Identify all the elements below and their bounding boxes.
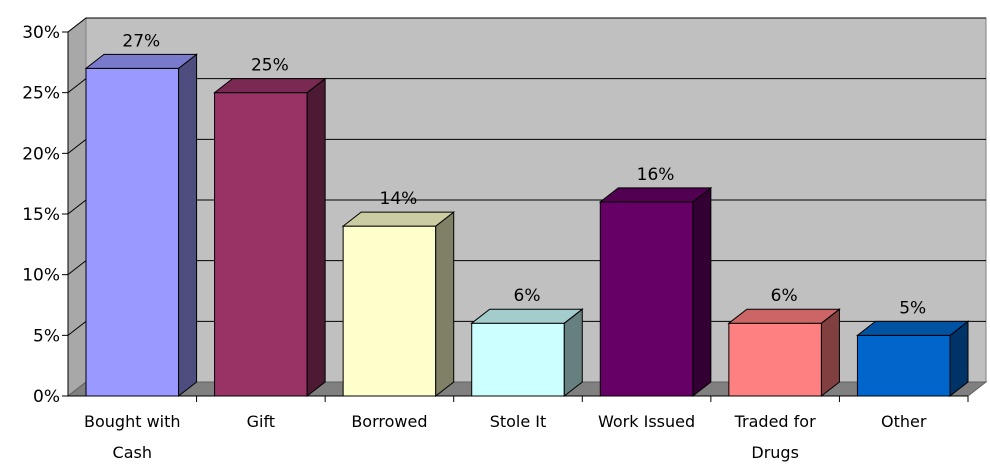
x-category-label: Cash: [113, 443, 152, 462]
gridline: [67, 17, 986, 33]
bar: [342, 225, 437, 397]
data-label: 25%: [251, 56, 289, 76]
x-category-label: Other: [881, 412, 927, 431]
bar: [85, 67, 180, 397]
bar-top: [855, 320, 970, 336]
y-tick-label: 20%: [22, 144, 60, 164]
bar-side: [692, 186, 712, 398]
bar-side: [178, 53, 198, 398]
y-tick-label: 30%: [22, 23, 60, 43]
bar-top: [213, 78, 327, 94]
y-tick-label: 5%: [33, 326, 60, 346]
bar-side: [563, 308, 583, 398]
bar-top: [470, 308, 584, 324]
bar-side: [820, 308, 840, 398]
data-label: 6%: [514, 286, 541, 306]
data-label: 16%: [637, 165, 675, 185]
bar: [728, 322, 822, 397]
x-category-label: Work Issued: [598, 412, 695, 431]
x-category-label: Bought with: [84, 412, 181, 431]
x-category-label: Traded for: [734, 412, 816, 431]
x-category-label: Stole It: [490, 412, 547, 431]
bar: [471, 322, 565, 397]
bar: [599, 201, 694, 397]
bar-side: [306, 77, 326, 398]
bar-top: [84, 53, 199, 69]
bar-top: [341, 211, 456, 227]
data-label: 14%: [380, 189, 418, 209]
x-category-label: Gift: [247, 412, 275, 431]
data-label: 6%: [771, 286, 798, 306]
y-tick-label: 25%: [22, 84, 60, 104]
bar-top: [727, 308, 841, 324]
y-tick-label: 15%: [22, 205, 60, 225]
data-label: 27%: [122, 31, 160, 51]
bar: [214, 92, 308, 397]
y-tick-label: 10%: [22, 266, 60, 286]
bar-top: [598, 187, 713, 203]
y-tick-label: 0%: [33, 387, 60, 407]
x-category-label: Drugs: [751, 443, 799, 462]
bar-side: [435, 211, 455, 398]
x-category-label: Borrowed: [351, 412, 427, 431]
data-label: 5%: [899, 298, 926, 318]
bar: [856, 334, 951, 397]
